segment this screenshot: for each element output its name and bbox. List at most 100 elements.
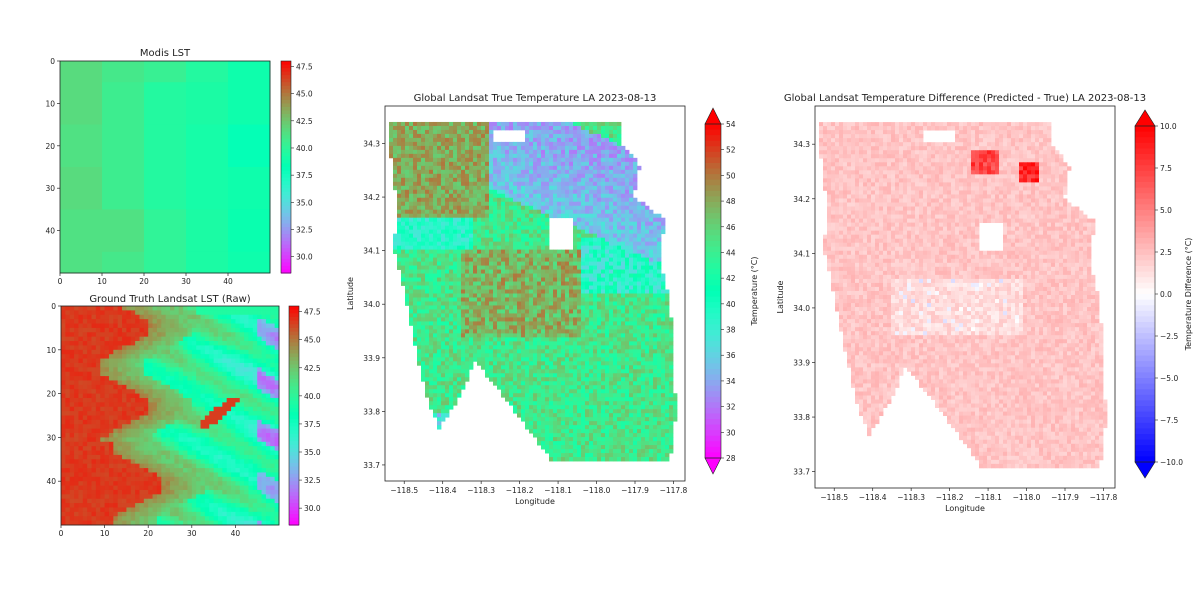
true-map-cell xyxy=(437,169,442,175)
raw-cell xyxy=(265,402,271,408)
raw-cell xyxy=(200,402,206,408)
raw-cell xyxy=(152,498,158,504)
true-map-cell xyxy=(525,253,530,258)
true-map-cell xyxy=(409,193,414,199)
true-map-cell xyxy=(561,205,566,211)
raw-cell xyxy=(148,354,153,359)
raw-cell xyxy=(156,489,162,495)
true-map-cell xyxy=(409,205,414,211)
true-map-cell xyxy=(409,269,414,274)
raw-cell xyxy=(143,389,149,394)
true-map-cell xyxy=(425,249,430,255)
raw-cell xyxy=(200,306,206,311)
true-map-cell xyxy=(485,149,490,155)
raw-cell xyxy=(104,476,110,482)
raw-cell xyxy=(165,450,171,456)
true-map-cell xyxy=(485,177,490,183)
true-map-cell xyxy=(469,225,474,231)
raw-cell xyxy=(200,476,206,482)
raw-cell xyxy=(204,419,210,425)
true-map-cell xyxy=(513,149,518,155)
raw-cell xyxy=(122,424,127,430)
modis-cell xyxy=(102,251,145,274)
raw-cell xyxy=(191,489,197,495)
true-map-cell xyxy=(645,265,650,270)
raw-cell xyxy=(204,319,210,324)
true-map-cell xyxy=(441,173,446,179)
true-map-cell xyxy=(501,169,506,175)
raw-cell xyxy=(143,406,149,412)
raw-cell xyxy=(248,433,254,438)
true-map-cell xyxy=(393,185,398,191)
true-map-cell xyxy=(489,169,494,175)
raw-cell xyxy=(265,384,271,390)
true-map-cell xyxy=(513,221,518,227)
true-map-cell xyxy=(521,269,526,274)
true-map-cell xyxy=(621,261,626,266)
raw-cell xyxy=(248,384,254,390)
true-map-cell xyxy=(437,241,442,247)
raw-cell xyxy=(74,327,79,333)
modis-cell xyxy=(60,61,103,83)
raw-cell xyxy=(200,498,206,504)
true-map-cell xyxy=(637,261,642,266)
true-map-cell xyxy=(641,269,646,274)
true-map-cell xyxy=(433,201,438,207)
true-map-cell xyxy=(533,149,538,155)
raw-cell xyxy=(244,468,249,473)
raw-cell xyxy=(104,336,110,342)
true-map-cell xyxy=(569,129,574,135)
raw-cell xyxy=(74,319,79,324)
true-map-cell xyxy=(505,201,510,207)
raw-cell xyxy=(187,406,193,412)
raw-cell xyxy=(257,389,262,394)
true-map-cell xyxy=(593,265,598,270)
true-map-cell xyxy=(537,197,542,203)
raw-cell xyxy=(74,507,79,513)
raw-cell xyxy=(108,520,114,526)
raw-cell xyxy=(65,454,71,460)
true-map-cell xyxy=(469,217,474,223)
true-map-cell xyxy=(577,237,582,243)
raw-cell xyxy=(135,371,140,377)
raw-cell xyxy=(95,306,101,311)
true-map-cell xyxy=(553,201,558,207)
raw-cell xyxy=(257,371,262,377)
true-map-cell xyxy=(449,249,454,255)
raw-cell xyxy=(74,494,79,500)
raw-cell xyxy=(78,424,84,430)
true-map-cell xyxy=(409,145,414,151)
true-map-cell xyxy=(597,269,602,274)
true-map-cell xyxy=(593,217,598,223)
true-map-cell xyxy=(485,169,490,175)
true-map-cell xyxy=(641,217,646,223)
raw-cell xyxy=(270,459,276,465)
raw-cell xyxy=(130,472,136,478)
true-map-cell xyxy=(497,261,502,266)
raw-cell xyxy=(91,336,97,342)
raw-cell xyxy=(65,441,71,447)
true-map-cell xyxy=(441,153,446,159)
raw-cell xyxy=(135,380,140,386)
true-map-cell xyxy=(573,141,578,147)
raw-cell xyxy=(257,327,262,333)
raw-cell xyxy=(130,336,136,342)
raw-cell xyxy=(82,441,88,447)
true-map-cell xyxy=(409,157,414,163)
raw-cell xyxy=(200,507,206,513)
true-map-cell xyxy=(553,249,558,255)
raw-colorbar-segment xyxy=(289,415,299,420)
true-map-cell xyxy=(453,253,458,258)
true-map-cell xyxy=(581,205,586,211)
true-map-cell xyxy=(613,125,618,131)
true-map-cell xyxy=(417,157,422,163)
true-map-cell xyxy=(581,189,586,195)
true-map-cell xyxy=(549,265,554,270)
true-map-cell xyxy=(453,189,458,195)
true-map-cell xyxy=(489,261,494,266)
true-map-cell xyxy=(633,201,638,207)
true-map-cell xyxy=(597,133,602,139)
true-map-cell xyxy=(465,129,470,135)
raw-cell xyxy=(165,358,171,364)
true-map-cell xyxy=(617,205,622,211)
